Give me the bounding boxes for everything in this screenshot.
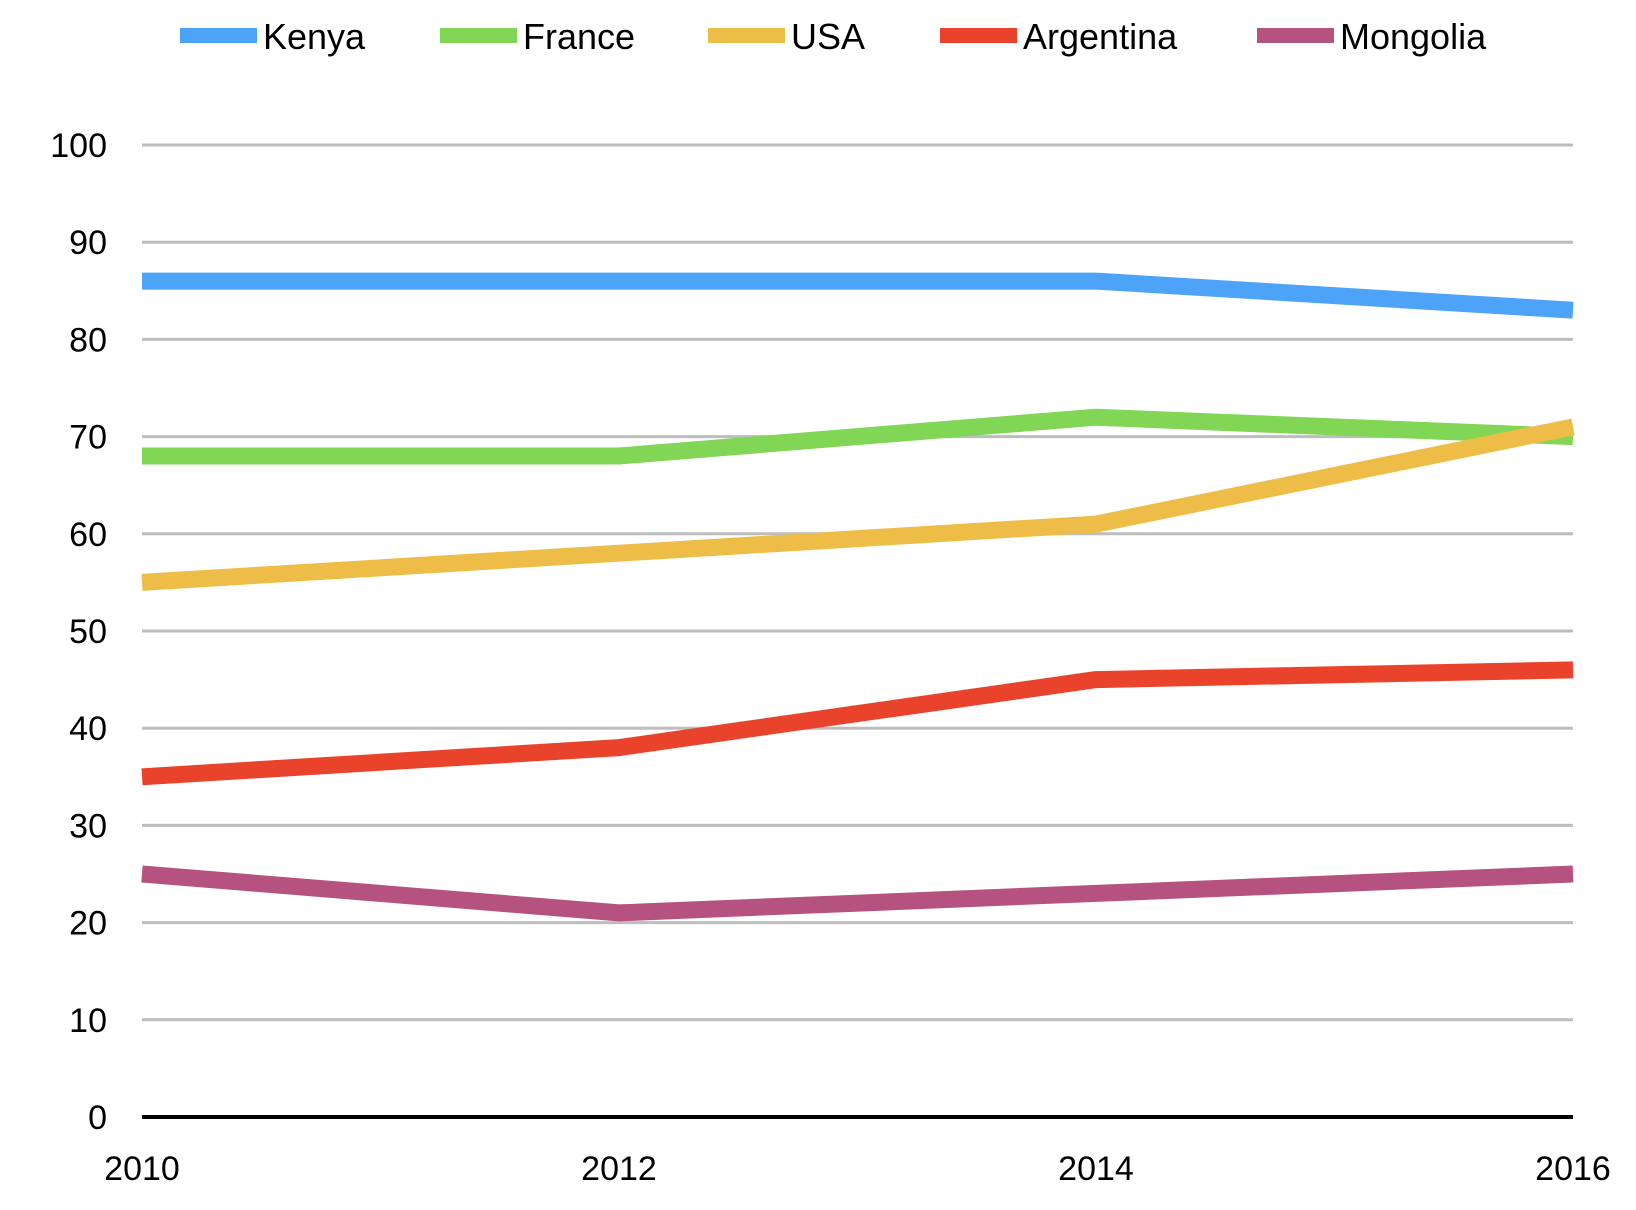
legend-item-mongolia: Mongolia	[1257, 16, 1487, 57]
y-tick-label: 100	[50, 127, 107, 165]
x-tick-label: 2010	[104, 1150, 180, 1188]
legend-label: France	[523, 16, 635, 57]
series-line-mongolia	[141, 865, 1574, 922]
legend-item-kenya: Kenya	[180, 16, 366, 57]
x-tick-label: 2012	[581, 1150, 657, 1188]
legend-swatch	[440, 28, 517, 43]
y-tick-label: 50	[69, 613, 107, 651]
y-tick-label: 90	[69, 224, 107, 262]
y-tick-label: 80	[69, 321, 107, 359]
legend-item-france: France	[440, 16, 635, 57]
y-tick-label: 40	[69, 710, 107, 748]
legend-item-argentina: Argentina	[940, 16, 1178, 57]
legend-item-usa: USA	[708, 16, 865, 57]
legend-label: Mongolia	[1340, 16, 1487, 57]
y-tick-label: 20	[69, 905, 107, 943]
series-line-kenya	[142, 272, 1574, 319]
legend: Kenya France USA Argentina Mongolia	[180, 16, 1487, 57]
y-axis: 0 10 20 30 40 50 60 70 80 90 100	[50, 127, 107, 1137]
y-tick-label: 30	[69, 807, 107, 845]
x-tick-label: 2016	[1535, 1150, 1611, 1188]
series-lines	[141, 272, 1575, 922]
series-line-france	[142, 408, 1574, 465]
series-line-usa	[141, 418, 1575, 591]
x-tick-label: 2014	[1058, 1150, 1134, 1188]
y-tick-label: 10	[69, 1002, 107, 1040]
legend-swatch	[708, 28, 785, 43]
legend-label: Argentina	[1023, 16, 1178, 57]
y-tick-label: 60	[69, 516, 107, 554]
legend-label: Kenya	[263, 16, 366, 57]
y-tick-label: 70	[69, 419, 107, 457]
legend-swatch	[180, 28, 257, 43]
x-axis: 2010 2012 2014 2016	[104, 1115, 1611, 1188]
legend-swatch	[1257, 28, 1334, 43]
series-line-argentina	[141, 661, 1574, 786]
legend-swatch	[940, 28, 1017, 43]
y-tick-label: 0	[88, 1099, 107, 1137]
legend-label: USA	[791, 16, 865, 57]
